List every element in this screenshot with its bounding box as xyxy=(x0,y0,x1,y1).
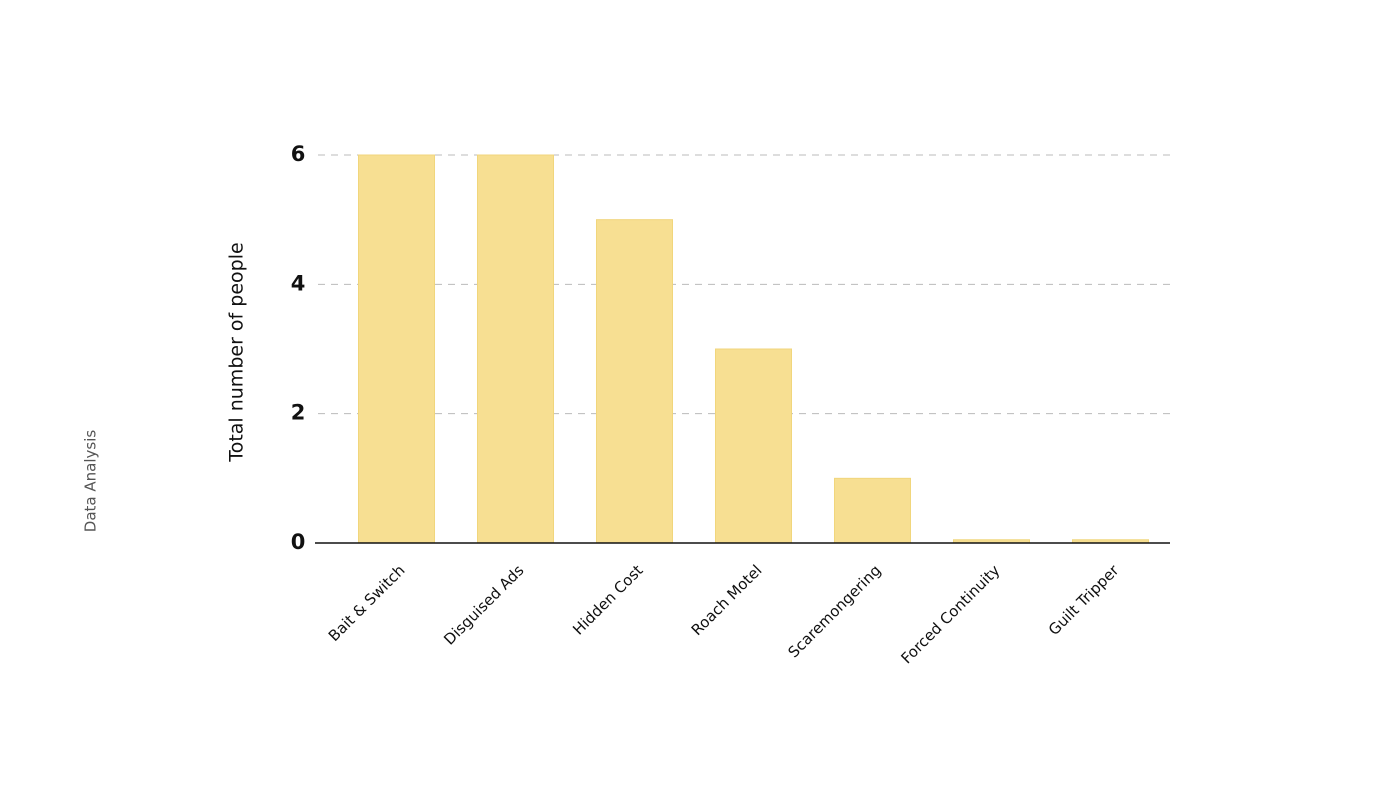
section-label: Data Analysis xyxy=(82,430,100,533)
y-tick-label: 6 xyxy=(291,142,306,166)
bar xyxy=(834,477,911,544)
bar xyxy=(596,219,673,544)
x-tick-label: Bait & Switch xyxy=(325,561,409,645)
y-tick-label: 2 xyxy=(291,401,306,425)
x-tick-label: Scaremongering xyxy=(784,561,884,661)
y-tick-label: 4 xyxy=(291,271,306,295)
x-tick-label: Forced Continuity xyxy=(897,561,1003,667)
y-axis-title: Total number of people xyxy=(226,242,248,462)
y-tick-label: 0 xyxy=(291,530,306,554)
x-tick-label: Roach Motel xyxy=(688,561,766,639)
x-tick-label: Hidden Cost xyxy=(569,561,646,638)
bar xyxy=(715,348,792,544)
bar xyxy=(358,154,435,544)
bar xyxy=(477,154,554,544)
x-tick-label: Guilt Tripper xyxy=(1045,561,1123,639)
x-tick-label: Disguised Ads xyxy=(440,561,527,648)
